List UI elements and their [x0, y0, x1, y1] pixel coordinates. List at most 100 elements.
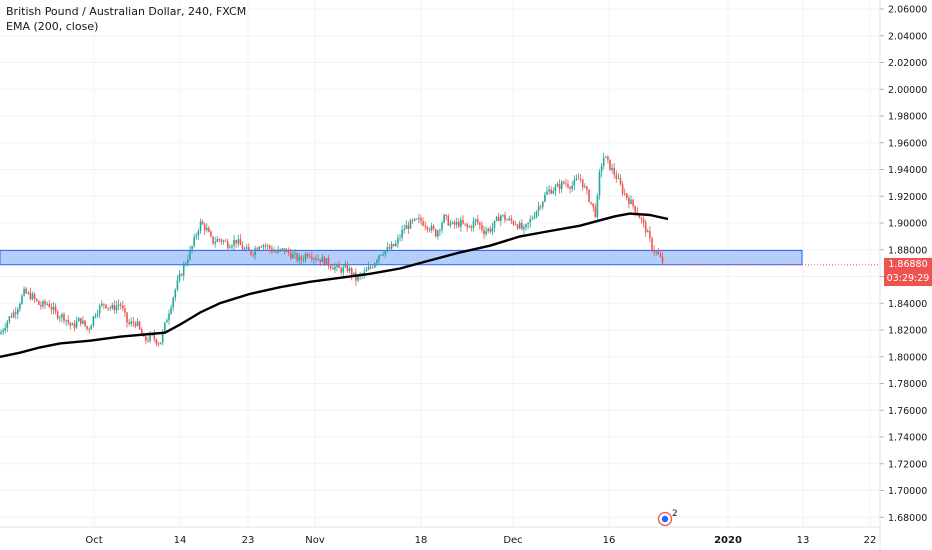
- candle: [336, 263, 338, 272]
- candle: [544, 192, 546, 203]
- candle: [279, 248, 282, 252]
- candle: [88, 327, 90, 334]
- candle: [195, 232, 198, 240]
- candle: [0, 329, 2, 335]
- candle: [325, 258, 328, 265]
- candle: [399, 234, 401, 242]
- candle: [565, 178, 567, 188]
- candle: [157, 341, 160, 347]
- candle: [82, 316, 84, 325]
- candle: [306, 251, 309, 259]
- candle: [439, 228, 441, 236]
- candle: [23, 286, 25, 297]
- candle: [77, 317, 80, 322]
- candle: [363, 267, 366, 279]
- y-tick-label: 2.06000: [888, 5, 927, 16]
- candle: [508, 215, 510, 222]
- candle: [260, 244, 263, 248]
- candle: [556, 181, 559, 187]
- candle: [600, 162, 603, 178]
- candle: [506, 218, 508, 221]
- candle: [52, 301, 55, 315]
- candle: [224, 238, 227, 243]
- y-tick-label: 1.94000: [888, 165, 927, 176]
- candle: [90, 324, 93, 330]
- candle: [409, 218, 412, 229]
- symbol-title[interactable]: British Pound / Australian Dollar, 240, …: [6, 5, 247, 18]
- candle: [285, 247, 288, 252]
- candle: [497, 212, 500, 222]
- candle: [61, 312, 63, 323]
- candle: [203, 222, 206, 236]
- candle: [449, 220, 452, 228]
- candle: [212, 236, 214, 246]
- candle: [239, 234, 242, 246]
- candle: [510, 214, 513, 224]
- candle: [493, 220, 496, 233]
- candle: [65, 319, 67, 326]
- candle: [460, 216, 462, 232]
- candle: [245, 243, 248, 250]
- zone-rect[interactable]: [0, 249, 803, 266]
- candle: [176, 275, 179, 292]
- candle: [567, 180, 569, 189]
- candle: [38, 300, 40, 306]
- candle: [649, 226, 651, 243]
- candle: [109, 305, 111, 311]
- candle: [6, 319, 9, 333]
- candle: [659, 250, 662, 258]
- candle: [170, 304, 172, 316]
- y-tick-label: 1.72000: [888, 459, 927, 470]
- candle: [290, 248, 292, 261]
- candle: [558, 179, 561, 194]
- time-axis[interactable]: Oct 14 23 Nov 18 Dec 16 2020 13 22: [85, 535, 876, 546]
- candle: [231, 244, 233, 250]
- candle: [302, 255, 305, 263]
- candle: [416, 218, 418, 220]
- candle: [14, 307, 17, 320]
- candle: [418, 213, 420, 224]
- candle: [298, 252, 300, 266]
- candle: [628, 195, 630, 209]
- candle: [103, 303, 105, 310]
- support-zone[interactable]: [0, 249, 803, 266]
- candle: [571, 181, 573, 192]
- candle: [371, 265, 374, 269]
- candle: [208, 225, 210, 233]
- candle: [472, 217, 475, 232]
- candle: [609, 159, 611, 171]
- candle: [241, 241, 244, 250]
- candle: [630, 195, 632, 205]
- candle: [92, 315, 95, 328]
- candle: [355, 268, 357, 286]
- candle: [147, 336, 149, 343]
- y-tick-label: 1.96000: [888, 138, 927, 149]
- candle: [269, 244, 271, 253]
- candle: [218, 238, 221, 243]
- price-axis[interactable]: 2.06000 2.04000 2.02000 2.00000 1.98000 1.960…: [880, 5, 927, 524]
- candle: [655, 250, 657, 256]
- x-tick-label: 23: [242, 535, 255, 546]
- candle: [254, 245, 256, 260]
- candle: [344, 260, 347, 269]
- candle: [548, 185, 550, 195]
- candle: [4, 323, 6, 334]
- alert-icon[interactable]: 2: [657, 509, 678, 527]
- candle: [94, 313, 97, 319]
- candle: [479, 221, 481, 230]
- candle: [642, 216, 645, 228]
- candle: [166, 318, 168, 323]
- candle: [397, 234, 399, 249]
- y-tick-label: 1.84000: [888, 299, 927, 310]
- y-tick-label: 1.68000: [888, 513, 927, 524]
- candle: [476, 214, 479, 225]
- candle: [21, 294, 23, 305]
- candle: [483, 225, 485, 240]
- candle: [481, 221, 483, 233]
- indicator-title[interactable]: EMA (200, close): [6, 20, 99, 33]
- candle: [619, 174, 622, 186]
- x-tick-label: 2020: [714, 535, 742, 546]
- candle: [554, 183, 557, 197]
- candle: [227, 238, 229, 251]
